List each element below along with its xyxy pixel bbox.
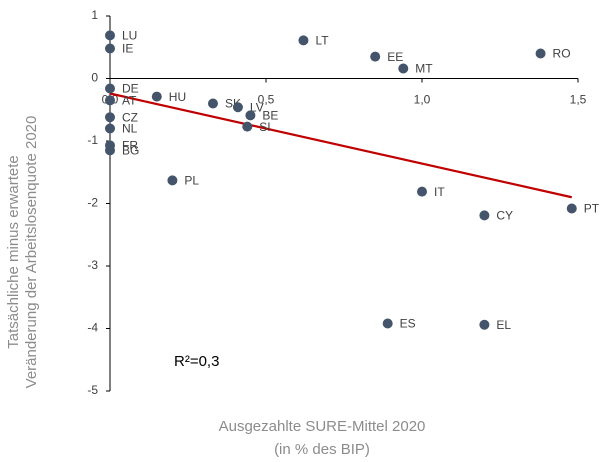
point-label: PT [584,202,600,216]
point-label: HU [169,90,186,104]
point-label: SI [259,120,270,134]
point-label: EE [387,50,403,64]
point [398,63,409,74]
point-label: IT [434,185,445,199]
y-tick-label: -5 [87,383,98,397]
point [207,98,218,109]
point [479,210,490,221]
point-label: DE [122,82,139,96]
y-axis-label: Veränderung der Arbeitslosenquote 2020 [23,116,40,389]
y-tick-label: 1 [91,8,98,22]
point-label: BE [262,109,278,123]
point [242,121,253,132]
x-tick-label: 0,5 [258,93,275,107]
point [105,30,115,41]
point-label: NL [122,122,138,136]
point [151,91,162,102]
point-label: CZ [122,110,138,124]
x-tick-label: 1,5 [570,93,587,107]
x-tick-label: 1,0 [414,93,431,107]
point-label: RO [553,47,571,61]
y-tick-label: -1 [87,133,98,147]
x-axis-label: Ausgezahlte SURE-Mittel 2020 [219,418,426,435]
point-label: FR [122,139,138,153]
point-label: AT [122,94,137,108]
point-label: BG [122,144,139,158]
point [417,186,427,197]
point-label: CY [496,209,513,223]
y-axis-label: Tatsächliche minus erwartete [5,155,22,348]
point [298,35,309,46]
point [232,102,243,113]
point [105,145,115,156]
point-label: EL [496,318,511,332]
point [535,48,546,59]
point [370,51,381,62]
point [167,175,178,186]
point [479,319,490,330]
point-label: LT [315,34,329,48]
point [566,203,577,214]
point [245,110,256,121]
point-label: ES [400,317,416,331]
trend-line [109,92,573,199]
point-label: PL [184,174,199,188]
point [105,123,115,134]
point [105,112,115,123]
point [105,83,115,94]
y-tick-label: -3 [87,258,98,272]
y-tick-label: -4 [87,321,98,335]
x-axis-label: (in % des BIP) [274,441,370,458]
y-tick-label: -2 [87,196,98,210]
point-label: LV [250,100,264,114]
y-tick-label: 0 [91,71,98,85]
point [105,95,115,106]
point-label: IE [122,42,133,56]
annotation: R²=0,3 [174,353,219,370]
point-label: LU [122,29,137,43]
point [382,318,393,329]
point-label: MT [415,62,433,76]
point [105,43,115,54]
